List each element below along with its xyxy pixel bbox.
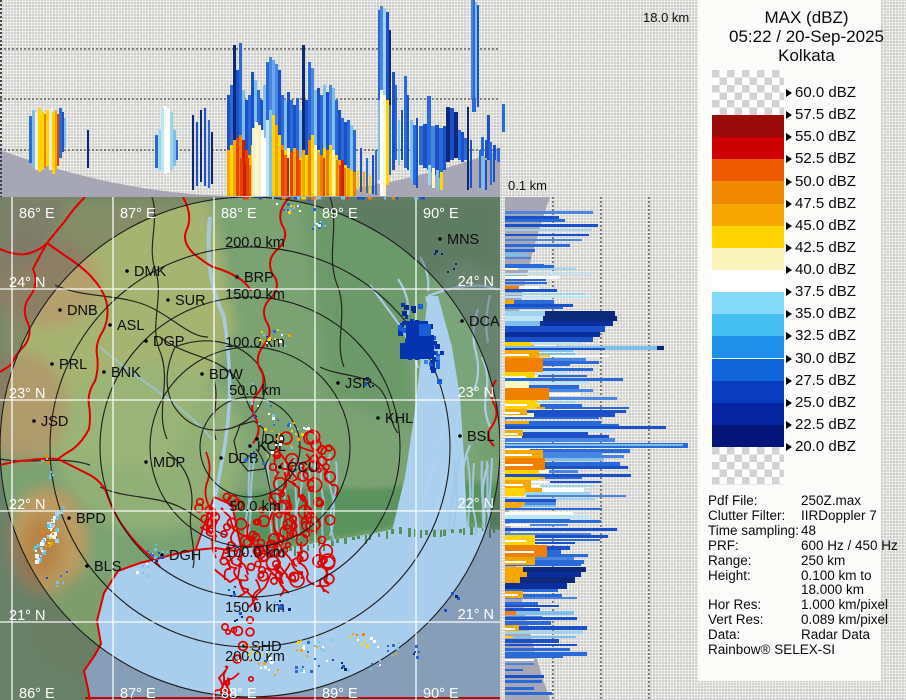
svg-text:MDP: MDP (153, 455, 185, 471)
svg-text:KOL: KOL (257, 439, 286, 455)
svg-text:100.0 km: 100.0 km (225, 335, 285, 351)
svg-text:SUR: SUR (175, 293, 206, 309)
svg-text:21° N: 21° N (458, 607, 494, 623)
svg-text:JSR: JSR (345, 376, 372, 392)
svg-text:DCA: DCA (469, 314, 500, 330)
svg-text:89° E: 89° E (322, 206, 358, 222)
svg-text:87° E: 87° E (120, 206, 156, 222)
svg-text:BRP: BRP (244, 270, 274, 286)
svg-text:DGP: DGP (153, 334, 184, 350)
svg-text:DGH: DGH (169, 548, 201, 564)
svg-text:90° E: 90° E (423, 686, 459, 700)
svg-text:100.0 km: 100.0 km (225, 545, 285, 561)
svg-text:50.0 km: 50.0 km (229, 499, 281, 515)
svg-text:BLS: BLS (94, 559, 121, 575)
svg-text:23° N: 23° N (458, 385, 494, 401)
svg-text:DMK: DMK (134, 264, 167, 280)
svg-text:150.0 km: 150.0 km (225, 287, 285, 303)
svg-text:200.0 km: 200.0 km (225, 649, 285, 665)
svg-text:50.0 km: 50.0 km (229, 383, 281, 399)
svg-text:MNS: MNS (447, 232, 479, 248)
svg-text:DDB: DDB (228, 451, 259, 467)
svg-text:86° E: 86° E (19, 206, 55, 222)
svg-text:PRL: PRL (59, 357, 87, 373)
svg-text:21° N: 21° N (9, 608, 45, 624)
svg-text:87° E: 87° E (120, 686, 156, 700)
svg-text:DNB: DNB (67, 303, 98, 319)
svg-text:CCU: CCU (287, 460, 318, 476)
svg-text:BDW: BDW (209, 367, 243, 383)
svg-text:22° N: 22° N (9, 497, 45, 513)
svg-text:89° E: 89° E (322, 686, 358, 700)
svg-text:ASL: ASL (117, 318, 144, 334)
svg-text:88° E: 88° E (221, 206, 257, 222)
svg-text:SHD: SHD (251, 639, 282, 655)
svg-text:BSL: BSL (467, 429, 494, 445)
svg-text:23° N: 23° N (9, 386, 45, 402)
svg-text:BNK: BNK (111, 365, 141, 381)
svg-text:24° N: 24° N (9, 275, 45, 291)
svg-text:22° N: 22° N (458, 496, 494, 512)
svg-text:88° E: 88° E (221, 686, 257, 700)
svg-text:90° E: 90° E (423, 206, 459, 222)
svg-text:JSD: JSD (41, 414, 68, 430)
svg-text:KHL: KHL (385, 411, 413, 427)
svg-text:24° N: 24° N (458, 274, 494, 290)
svg-text:86° E: 86° E (19, 686, 55, 700)
svg-text:BPD: BPD (76, 511, 106, 527)
svg-text:200.0 km: 200.0 km (225, 235, 285, 251)
